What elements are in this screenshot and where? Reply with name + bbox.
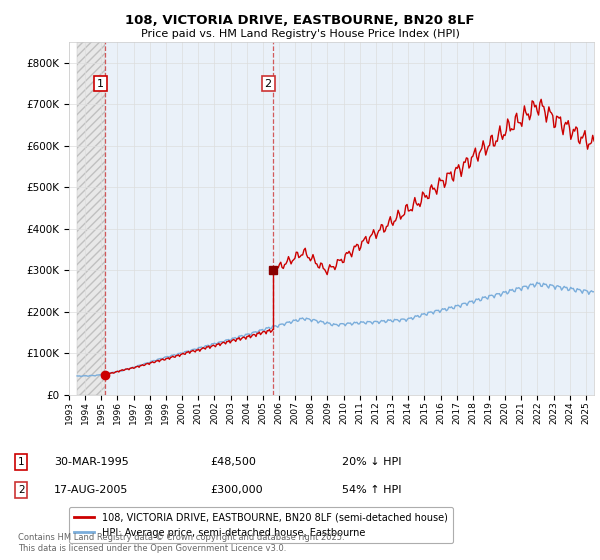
- Legend: 108, VICTORIA DRIVE, EASTBOURNE, BN20 8LF (semi-detached house), HPI: Average pr: 108, VICTORIA DRIVE, EASTBOURNE, BN20 8L…: [68, 507, 454, 543]
- Text: Contains HM Land Registry data © Crown copyright and database right 2025.
This d: Contains HM Land Registry data © Crown c…: [18, 533, 344, 553]
- Text: £300,000: £300,000: [210, 485, 263, 495]
- Text: 108, VICTORIA DRIVE, EASTBOURNE, BN20 8LF: 108, VICTORIA DRIVE, EASTBOURNE, BN20 8L…: [125, 14, 475, 27]
- Text: 30-MAR-1995: 30-MAR-1995: [54, 457, 129, 467]
- Text: £48,500: £48,500: [210, 457, 256, 467]
- Text: 17-AUG-2005: 17-AUG-2005: [54, 485, 128, 495]
- Bar: [106, 42, 600, 395]
- Text: Price paid vs. HM Land Registry's House Price Index (HPI): Price paid vs. HM Land Registry's House …: [140, 29, 460, 39]
- Text: 2: 2: [18, 485, 25, 495]
- Text: 2: 2: [265, 78, 272, 88]
- Text: 20% ↓ HPI: 20% ↓ HPI: [342, 457, 401, 467]
- Bar: [77, 42, 106, 395]
- Text: 54% ↑ HPI: 54% ↑ HPI: [342, 485, 401, 495]
- Text: 1: 1: [97, 78, 104, 88]
- Text: 1: 1: [18, 457, 25, 467]
- Bar: [77, 42, 106, 395]
